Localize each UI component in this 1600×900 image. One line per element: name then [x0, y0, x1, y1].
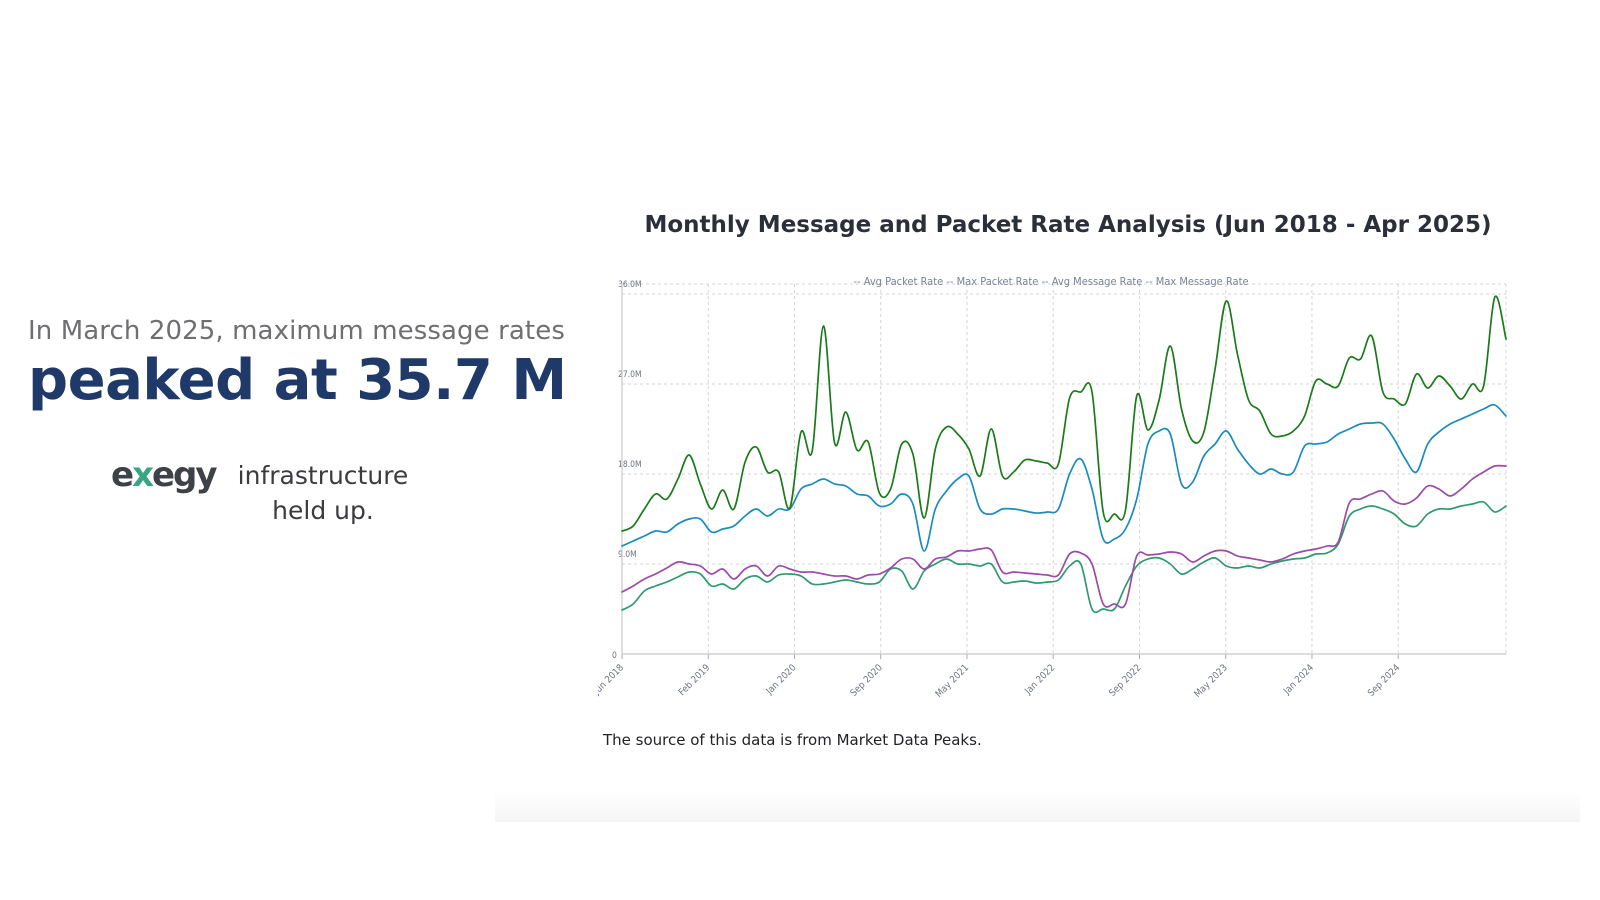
series-line-avg-message-rate [621, 464, 1507, 609]
intro-panel: In March 2025, maximum message rates pea… [28, 316, 588, 525]
x-tick-label: Jan 2020 [764, 662, 799, 697]
y-tick-label: 0 [612, 651, 617, 661]
exegy-logo: exegy [111, 456, 219, 495]
x-tick-label: Sep 2024 [1366, 662, 1402, 698]
brand-tagline: infrastructure held up. [233, 458, 413, 528]
x-tick-label: May 2023 [1192, 662, 1230, 700]
y-tick-label: 27.0M [618, 370, 642, 380]
series-line-max-packet-rate [621, 403, 1507, 552]
x-tick-label: Jan 2024 [1281, 662, 1316, 697]
source-note: The source of this data is from Market D… [603, 731, 982, 749]
line-chart: 0 9.0M 18.0M 27.0M 36.0M Jun 2018 Feb 2019 Jan … [598, 275, 1507, 700]
y-tick-label: 9.0M [618, 550, 637, 560]
y-tick-label: 36.0M [618, 280, 642, 290]
x-tick-label: Feb 2019 [677, 662, 713, 698]
bottom-fade [495, 790, 1580, 822]
svg-text:exegy: exegy [111, 456, 217, 495]
headline: peaked at 35.7 M [28, 348, 567, 413]
series-line-max-message-rate [621, 295, 1507, 532]
tagline-line-1: infrastructure [237, 461, 409, 490]
chart-title: Monthly Message and Packet Rate Analysis… [644, 212, 1492, 238]
x-tick-label: May 2021 [934, 662, 972, 700]
x-tick-label: Jan 2022 [1022, 662, 1057, 697]
x-tick-label: Sep 2020 [848, 662, 884, 698]
intro-text: In March 2025, maximum message rates [28, 316, 565, 346]
x-tick-label: Sep 2022 [1107, 662, 1143, 698]
y-tick-label: 18.0M [618, 460, 642, 470]
chart-axes: 0 9.0M 18.0M 27.0M 36.0M Jun 2018 Feb 2019 Jan … [598, 280, 1506, 700]
chart-legend: -- Avg Packet Rate -- Max Packet Rate --… [853, 275, 1248, 288]
tagline-line-2: held up. [272, 496, 374, 525]
series-line-avg-packet-rate [621, 500, 1507, 614]
chart-series [621, 295, 1507, 614]
x-tick-label: Jun 2018 [598, 662, 626, 697]
